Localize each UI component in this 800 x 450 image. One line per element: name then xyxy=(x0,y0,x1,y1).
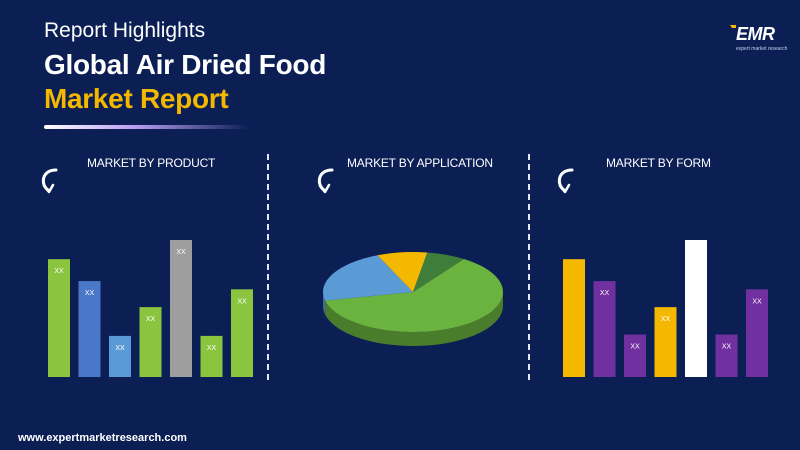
form-bar-3 xyxy=(624,334,646,377)
product-bar-1 xyxy=(48,259,70,377)
form-bar-1 xyxy=(563,259,585,377)
product-bar-label-5: XX xyxy=(176,249,186,256)
form-bar-label-4: XX xyxy=(661,316,671,323)
product-bar-4 xyxy=(139,307,162,377)
panel-divider-right xyxy=(528,154,530,380)
product-bar-label-2: XX xyxy=(85,290,95,297)
logo-mark xyxy=(730,25,736,28)
report-title-line2: Market Report xyxy=(44,83,229,114)
product-bar-7 xyxy=(231,289,253,377)
bar-chart-form: XX XX XX XX XX XX xyxy=(563,240,768,377)
emr-logo-icon: EMR expert market research xyxy=(728,22,788,54)
pie-slice-side-2 xyxy=(323,292,326,315)
pie-slice-4 xyxy=(413,252,464,292)
title-underline xyxy=(44,125,249,129)
product-bar-label-1: XX xyxy=(54,268,64,275)
product-bar-label-6: XX xyxy=(207,345,217,352)
report-kicker: Report Highlights xyxy=(44,19,206,42)
form-bar-label-3: XX xyxy=(630,344,640,351)
pie-slice-2 xyxy=(323,255,413,301)
form-bar-label-6: XX xyxy=(722,344,732,351)
panel-divider-left xyxy=(267,154,269,380)
product-bar-label-3: XX xyxy=(115,345,125,352)
refresh-arrow-icon xyxy=(41,168,58,194)
form-bar-label-2: XX xyxy=(600,290,610,297)
product-bar-3 xyxy=(109,335,131,377)
form-bar-2 xyxy=(593,281,616,377)
logo-tagline: expert market research xyxy=(736,46,788,52)
chart-title-form: MARKET BY FORM xyxy=(606,156,711,170)
chart-title-application: MARKET BY APPLICATION xyxy=(347,156,493,170)
form-bar-7 xyxy=(746,289,768,377)
report-header: Report Highlights Global Air Dried Food … xyxy=(44,18,326,116)
product-bar-5 xyxy=(170,240,192,377)
bar-chart-product: XX XX XX XX XX XX XX xyxy=(48,240,253,377)
pie-slice-3 xyxy=(377,252,428,292)
refresh-arrow-icon xyxy=(557,168,574,194)
chart-title-product: MARKET BY PRODUCT xyxy=(87,156,216,170)
form-bar-5 xyxy=(685,240,707,377)
pie-chart-application xyxy=(323,252,503,346)
pie-slice-side-1 xyxy=(325,292,503,346)
product-bar-label-4: XX xyxy=(146,316,156,323)
footer-url[interactable]: www.expertmarketresearch.com xyxy=(18,432,187,444)
pie-slice-1 xyxy=(325,258,503,332)
logo-text: EMR xyxy=(736,24,775,44)
product-bar-6 xyxy=(200,335,223,377)
report-title-line1: Global Air Dried Food xyxy=(44,49,326,80)
product-bar-label-7: XX xyxy=(237,298,247,305)
form-bar-6 xyxy=(715,334,738,377)
form-bar-4 xyxy=(654,307,677,377)
refresh-arrow-icon xyxy=(317,168,334,194)
product-bar-2 xyxy=(78,281,101,377)
form-bar-label-7: XX xyxy=(752,298,762,305)
form-bar-label-5: XX xyxy=(691,249,701,256)
